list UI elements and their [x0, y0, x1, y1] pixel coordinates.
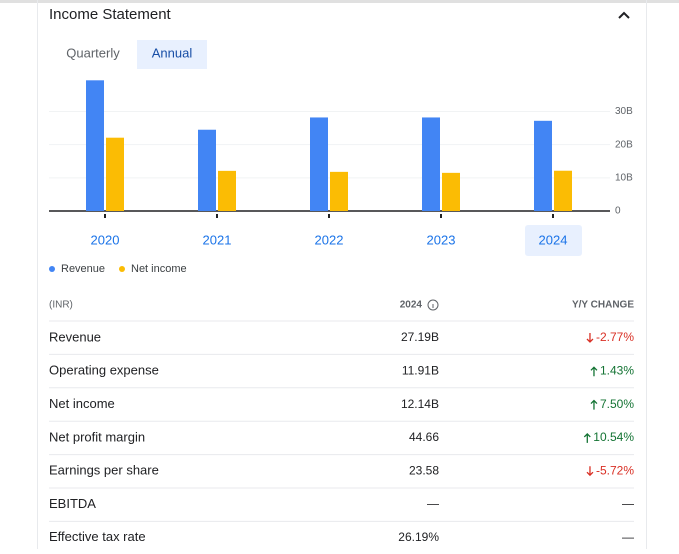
- y-tick-label: 0: [615, 206, 621, 217]
- row-label: Operating expense: [49, 363, 159, 378]
- section-title: Income Statement: [49, 6, 172, 23]
- row-label: Effective tax rate: [49, 529, 146, 544]
- row-label: Earnings per share: [49, 463, 159, 478]
- table-header: (INR): [49, 300, 73, 311]
- arrow-down: [586, 466, 594, 477]
- row-value: 44.66: [409, 430, 439, 444]
- bar: [330, 171, 348, 211]
- legend-dot: [49, 266, 55, 272]
- row-change: 10.54%: [593, 430, 634, 444]
- row-label: Net profit margin: [49, 429, 145, 444]
- bar: [86, 80, 104, 212]
- row-value: 26.19%: [398, 530, 439, 544]
- tab[interactable]: Annual: [152, 45, 193, 60]
- bar: [554, 170, 572, 211]
- row-label: Net income: [49, 396, 115, 411]
- row-value: 27.19B: [401, 330, 439, 344]
- bar: [534, 120, 552, 211]
- row-change: -5.72%: [596, 463, 634, 477]
- legend-dot: [119, 266, 125, 272]
- y-tick-label: 10B: [615, 172, 633, 183]
- bar: [198, 129, 216, 211]
- table-header: Y/Y CHANGE: [572, 300, 634, 311]
- x-tick-label[interactable]: 2022: [315, 232, 344, 247]
- tab[interactable]: Quarterly: [66, 45, 120, 60]
- row-value: 12.14B: [401, 397, 439, 411]
- arrow-up: [590, 399, 598, 410]
- row-label: Revenue: [49, 329, 101, 344]
- legend-label: Revenue: [61, 263, 105, 275]
- bar: [310, 117, 328, 211]
- row-change: -2.77%: [596, 330, 634, 344]
- table: (INR) 2024 Y/Y CHANGE Revenue 27.19B -2.77% Op…: [49, 299, 634, 544]
- x-tick-label[interactable]: 2020: [91, 232, 120, 247]
- legend-label: Net income: [131, 263, 187, 275]
- y-tick-label: 20B: [615, 139, 633, 150]
- row-value: 23.58: [409, 463, 439, 477]
- y-tick-label: 30B: [615, 106, 633, 117]
- selected-year-bg[interactable]: [525, 225, 582, 256]
- row-label: EBITDA: [49, 496, 96, 511]
- arrow-down: [586, 333, 594, 343]
- bar: [106, 137, 124, 211]
- row-value: 11.91B: [402, 363, 439, 377]
- row-change: —: [622, 530, 634, 544]
- row-change: 1.43%: [600, 363, 634, 377]
- bar: [422, 117, 440, 211]
- arrow-up: [590, 366, 598, 377]
- info-icon[interactable]: [427, 299, 439, 311]
- top-border: [0, 0, 679, 3]
- chart: 0 10B 20B 30B 2020 2021 2022 2023 2024 Revenue Net…: [49, 80, 633, 275]
- bar: [218, 170, 236, 211]
- arrow-up: [583, 432, 591, 443]
- collapse-chevron[interactable]: [618, 11, 630, 19]
- x-tick-label[interactable]: 2024: [539, 232, 568, 247]
- tab-active-bg[interactable]: [137, 40, 207, 69]
- row-value: —: [427, 497, 439, 511]
- row-change: 7.50%: [600, 397, 634, 411]
- x-tick-label[interactable]: 2023: [427, 232, 456, 247]
- table-header: 2024: [400, 300, 423, 311]
- x-tick-label[interactable]: 2021: [203, 232, 232, 247]
- bar: [442, 172, 460, 211]
- row-change: —: [622, 497, 634, 511]
